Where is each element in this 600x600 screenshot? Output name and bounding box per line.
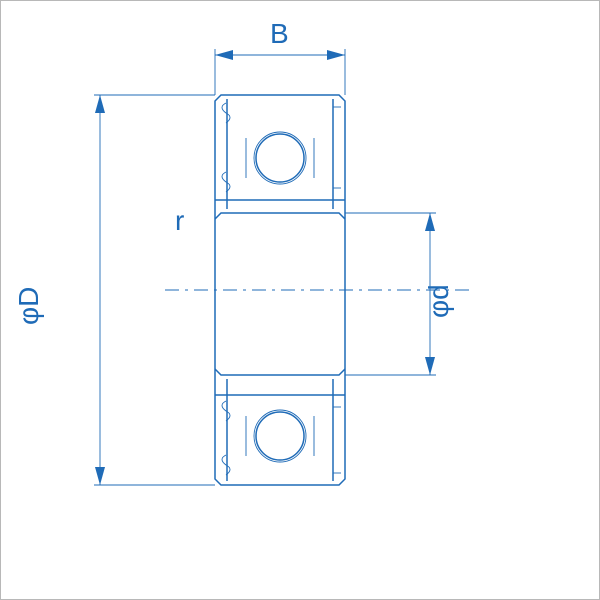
arrowhead [215,50,233,60]
arrowhead [95,467,105,485]
inner-step-lower [215,369,345,375]
raceway-arc [254,158,306,184]
inner-step-upper [215,213,345,219]
raceway-arc [254,410,306,436]
raceway-arc [254,132,306,158]
arrowhead [95,95,105,113]
arrowhead [327,50,345,60]
bearing-cross-section-diagram: BφD φd r [0,0,600,600]
seal-clip [222,172,230,192]
arrowhead [425,213,435,231]
seal-clip [222,103,230,123]
seal-clip [222,455,230,475]
ball [256,134,304,182]
label-radius: r [175,205,184,236]
label-inner-diameter: φd [423,284,454,318]
label-outer-diameter: φD [13,287,44,325]
frame-border [1,1,600,600]
arrowhead [425,357,435,375]
label-width: B [270,18,289,49]
raceway-arc [254,436,306,462]
seal-clip [222,401,230,421]
ball [256,412,304,460]
